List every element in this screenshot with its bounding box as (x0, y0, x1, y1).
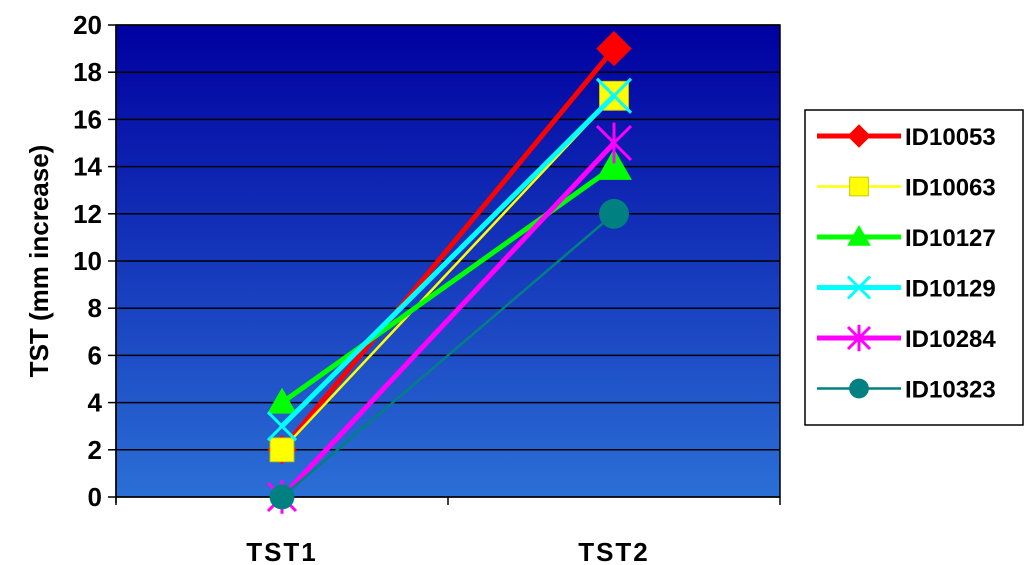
legend-marker (849, 378, 869, 399)
legend-label: ID10053 (905, 124, 996, 151)
y-tick-label: 10 (73, 246, 102, 276)
data-point (596, 148, 632, 180)
legend-box (804, 109, 1024, 426)
legend-marker (846, 324, 872, 352)
data-point (599, 198, 629, 229)
series-line (280, 94, 616, 428)
y-tick-label: 0 (88, 482, 102, 512)
y-tick-label: 12 (73, 199, 102, 229)
data-point (267, 387, 297, 414)
data-point (266, 411, 298, 442)
y-tick-label: 18 (73, 57, 102, 87)
legend-item: ID10323 (817, 377, 996, 404)
legend: ID10053 ID10063 ID10127 ID10129 ID10284 ID103… (804, 109, 1024, 426)
data-point (595, 122, 633, 164)
y-tick-label: 2 (88, 435, 102, 465)
x-tick-label: TST2 (578, 537, 650, 565)
gridlines (116, 24, 780, 451)
axes: 0 2 4 6 8 10 12 14 16 18 20 TST1 TST2 (73, 10, 781, 565)
series-id10323 (269, 198, 629, 510)
legend-label: ID10284 (905, 326, 996, 353)
series-line (281, 94, 615, 451)
legend-label: ID10323 (905, 377, 996, 404)
y-tick-label: 8 (88, 293, 102, 323)
y-tick-label: 20 (73, 10, 102, 40)
legend-label: ID10127 (905, 225, 996, 252)
legend-item: ID10063 (817, 175, 996, 202)
y-tick-label: 14 (73, 152, 102, 182)
x-tick-label: TST1 (246, 537, 318, 565)
data-point (269, 484, 295, 510)
data-point (596, 30, 632, 67)
data-point (595, 77, 633, 114)
legend-label: ID10063 (905, 175, 996, 202)
legend-item: ID10053 (817, 124, 996, 151)
legend-marker (847, 124, 871, 148)
legend-item: ID10284 (817, 324, 996, 353)
y-tick-label: 16 (73, 104, 102, 134)
y-tick-label: 4 (88, 388, 103, 418)
series-id10129 (266, 77, 633, 442)
y-tick-label: 6 (88, 340, 102, 370)
series-line (281, 212, 615, 498)
y-axis-title: TST (mm increase) (24, 145, 54, 378)
legend-item: ID10129 (817, 275, 996, 303)
legend-marker (849, 176, 869, 197)
legend-marker (847, 224, 871, 246)
legend-item: ID10127 (817, 224, 996, 252)
series-line (280, 47, 616, 452)
legend-marker (846, 275, 872, 300)
series-id10127 (267, 148, 632, 414)
series (266, 30, 633, 514)
series-line (280, 141, 616, 499)
legend-label: ID10129 (905, 276, 996, 303)
data-point (269, 437, 295, 463)
series-line (280, 164, 616, 405)
